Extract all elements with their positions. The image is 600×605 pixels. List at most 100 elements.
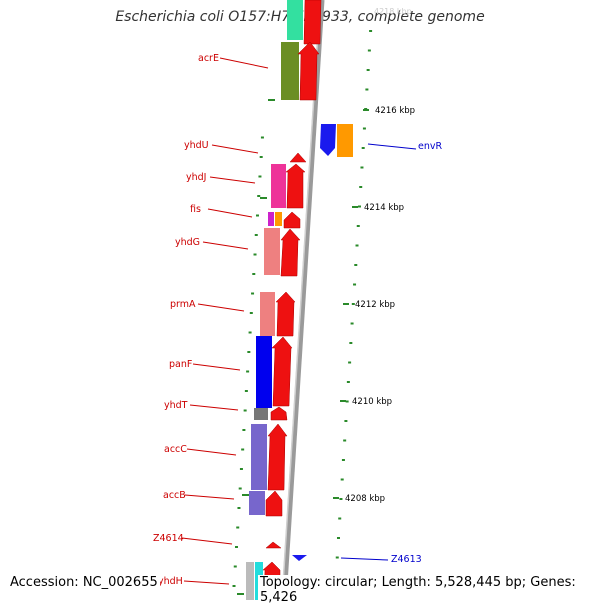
tick-dot-inner xyxy=(233,565,237,568)
tick-dot-outer xyxy=(354,264,358,266)
tick-dot-outer xyxy=(340,478,344,481)
gene-labels-left: acrE yhdU yhdJ fis yhdG prmA panF yhdT accC accB Z… xyxy=(153,53,269,587)
gene-leader-line xyxy=(340,557,389,561)
gene-leader-line xyxy=(192,363,241,371)
gene-box-prmA xyxy=(260,292,275,336)
gene-labels-right: envR Z4613 xyxy=(340,141,442,565)
tick-dot-outer xyxy=(344,420,348,422)
tick-dot-outer xyxy=(351,303,355,305)
gene-leader-line xyxy=(184,494,235,500)
gene-leader-line xyxy=(367,143,417,150)
gene-leader-line xyxy=(207,208,253,218)
gene-leader-line xyxy=(197,303,245,312)
tick-dot-inner xyxy=(259,156,263,158)
tick-dot-inner xyxy=(241,448,245,451)
tick-dot-outer xyxy=(339,498,343,500)
gene-label-acrE: acrE xyxy=(198,53,219,64)
gene-label-fis: fis xyxy=(190,204,201,215)
tick-dot-outer xyxy=(349,342,353,344)
gene-label-yhdG: yhdG xyxy=(175,237,200,248)
ruler-major-tick xyxy=(333,497,339,499)
tick-dot-outer xyxy=(359,186,363,188)
gene-box-accC xyxy=(251,424,267,490)
tick-dot-inner xyxy=(251,292,255,295)
tick-dot-outer xyxy=(338,517,342,520)
cds-arrow-yhdJ xyxy=(285,163,306,209)
tick-dot-inner xyxy=(242,429,246,431)
ruler-label: 4216 kbp xyxy=(375,106,415,116)
tick-dot-outer xyxy=(356,225,360,227)
cds-box-envR-blue xyxy=(320,124,336,156)
cds-arrow-accC xyxy=(267,423,288,491)
tick-dot-inner xyxy=(254,234,258,236)
tick-dot-inner xyxy=(232,585,236,587)
tick-dot-inner xyxy=(244,390,248,392)
tick-dot-outer xyxy=(362,127,366,130)
tick-dot-inner xyxy=(255,214,259,217)
tick-dot-outer xyxy=(367,49,371,52)
ruler-label: 4212 kbp xyxy=(355,300,395,310)
ruler-ticks xyxy=(232,30,373,595)
tick-dot-outer xyxy=(353,283,357,286)
tick-dot-outer xyxy=(341,459,345,461)
tick-dot-outer xyxy=(360,166,364,169)
gene-label-accC: accC xyxy=(164,444,187,455)
tick-dot-inner xyxy=(238,487,242,490)
ruler-major-tick xyxy=(343,303,349,305)
tick-dot-inner xyxy=(248,331,252,334)
tick-dot-outer xyxy=(343,439,347,442)
right-genes xyxy=(292,124,353,561)
tick-dot-inner xyxy=(243,409,247,412)
gene-box-yhdG xyxy=(264,228,280,275)
tick-dot-outer xyxy=(335,556,339,559)
tick-dot-inner xyxy=(253,253,257,256)
tick-dot-outer xyxy=(366,69,370,71)
tick-dot-inner xyxy=(247,351,251,353)
gene-label-yhdH: yhdH xyxy=(158,576,183,587)
cds-arrow-Z4613 xyxy=(292,555,307,561)
cds-arrow-accB xyxy=(265,490,283,517)
gene-box-accB xyxy=(249,491,265,515)
tick-dot-outer xyxy=(365,88,369,91)
tick-dot-outer xyxy=(350,322,354,325)
gene-label-yhdJ: yhdJ xyxy=(186,172,206,183)
gene-leader-line xyxy=(189,404,239,411)
ruler-labels: 4216 kbp 4214 kbp 4212 kbp 4210 kbp 4208 kbp xyxy=(333,106,415,504)
gene-leader-line xyxy=(181,537,233,545)
gene-label-accB: accB xyxy=(163,490,186,501)
ruler-major-tick xyxy=(352,206,358,208)
tick-dot-outer xyxy=(361,147,365,149)
gene-label-panF: panF xyxy=(169,359,192,370)
tick-dot-inner xyxy=(237,507,241,509)
cds-arrow-yhdT xyxy=(270,406,288,421)
cds-arrow-fis xyxy=(283,211,301,229)
tick-dot-inner xyxy=(249,312,253,314)
gene-box-acrE xyxy=(281,42,299,100)
tick-dot-outer xyxy=(336,537,340,539)
tick-dot-outer xyxy=(355,244,359,247)
gene-leader-line xyxy=(186,448,237,456)
cds-arrow-acrE xyxy=(297,41,320,101)
gene-class-boxes xyxy=(246,0,303,600)
ruler-label: 4214 kbp xyxy=(364,203,404,213)
tick-dot-inner xyxy=(252,273,256,275)
gene-label-yhdU: yhdU xyxy=(184,140,209,151)
gene-box-panF xyxy=(256,336,272,408)
tick-dot-outer xyxy=(348,361,352,364)
gene-box-yhdT xyxy=(254,408,268,420)
tick-dot-outer xyxy=(357,205,361,208)
tick-dash-inner xyxy=(260,197,267,199)
tick-dash-inner xyxy=(237,593,244,595)
gene-label-yhdT: yhdT xyxy=(164,400,188,411)
cds-arrow-prmA xyxy=(275,291,296,337)
cds-arrow-yhdG xyxy=(280,228,301,277)
gene-box-fis-b xyxy=(275,212,282,226)
tick-dot-inner xyxy=(234,546,238,548)
tick-dot-inner xyxy=(260,136,264,139)
gene-leader-line xyxy=(202,241,249,250)
gene-box-top xyxy=(287,0,303,40)
gene-label-envR: envR xyxy=(418,141,442,152)
tick-dash-inner xyxy=(242,494,249,496)
gene-box-fis-a xyxy=(268,212,274,226)
